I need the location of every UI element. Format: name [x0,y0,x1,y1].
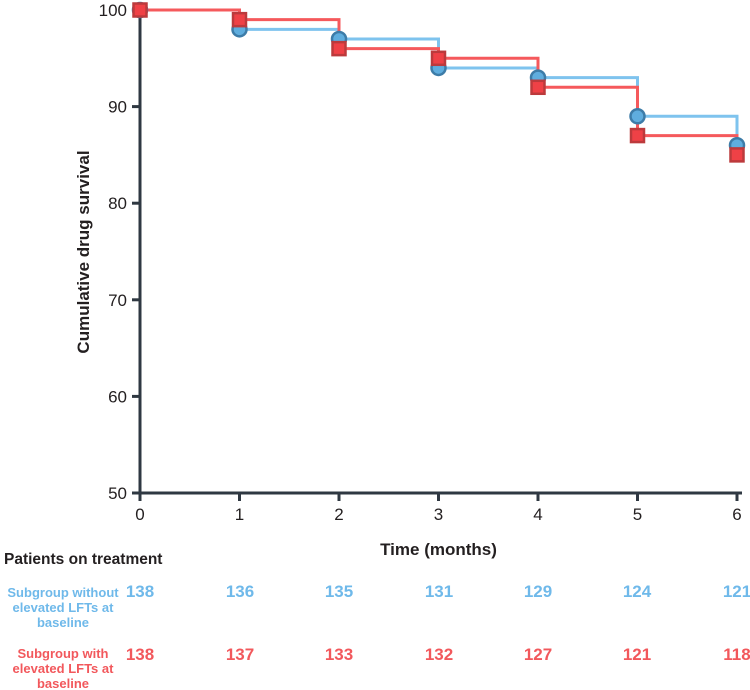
y-tick-label: 60 [108,387,127,406]
risk-row-label-line: elevated LFTs at [12,661,114,676]
risk-table-title: Patients on treatment [4,551,163,568]
y-tick-label: 80 [108,194,127,213]
risk-count: 135 [324,582,354,601]
y-tick-label: 100 [99,1,127,20]
y-tick-label: 70 [108,291,127,310]
x-axis-title: Time (months) [380,540,497,559]
y-tick-label: 90 [108,98,127,117]
y-tick-label: 50 [108,484,127,503]
square-marker [729,147,745,163]
axes: 50 60 70 80 90 100 0 1 2 3 4 5 6 [99,1,742,524]
square-marker [629,127,646,144]
square-marker [231,11,248,28]
risk-row-label: Subgroup without elevated LFTs at baseli… [4,585,122,630]
risk-count: 132 [424,645,454,664]
survival-step-line [140,8,739,155]
series-lines [140,8,739,155]
risk-count: 133 [324,645,354,664]
square-marker [132,2,148,18]
risk-row-label-line: elevated LFTs at [12,600,114,615]
risk-count: 138 [125,582,155,601]
risk-count: 136 [225,582,255,601]
risk-count: 129 [523,582,553,601]
risk-row-label-line: Subgroup with [17,646,109,661]
circle-marker [629,108,646,125]
survival-step-line [140,8,739,146]
x-tick-label: 2 [334,505,343,524]
y-axis-title: Cumulative drug survival [74,150,93,354]
x-tick-label: 6 [732,505,741,524]
x-tick-label: 1 [235,505,244,524]
square-marker [331,40,347,57]
risk-row-label-line: baseline [36,615,90,630]
risk-count: 118 [723,645,750,664]
risk-count: 137 [225,645,255,664]
risk-count: 138 [125,645,155,664]
survival-chart: 50 60 70 80 90 100 0 1 2 3 4 5 6 [99,1,746,524]
square-marker [430,50,447,67]
risk-count: 124 [622,582,652,601]
x-tick-label: 5 [633,505,642,524]
square-marker [530,79,546,96]
risk-row-label: Subgroup with elevated LFTs at baseline [4,646,122,690]
risk-row-label-line: baseline [36,676,90,690]
risk-count: 121 [722,582,750,601]
x-tick-label: 3 [434,505,443,524]
x-tick-label: 0 [135,505,144,524]
risk-count: 121 [622,645,652,664]
risk-row-label-line: Subgroup without [7,585,119,600]
risk-count: 127 [523,645,553,664]
x-tick-label: 4 [533,505,542,524]
series-markers [131,1,746,163]
risk-count: 131 [424,582,454,601]
